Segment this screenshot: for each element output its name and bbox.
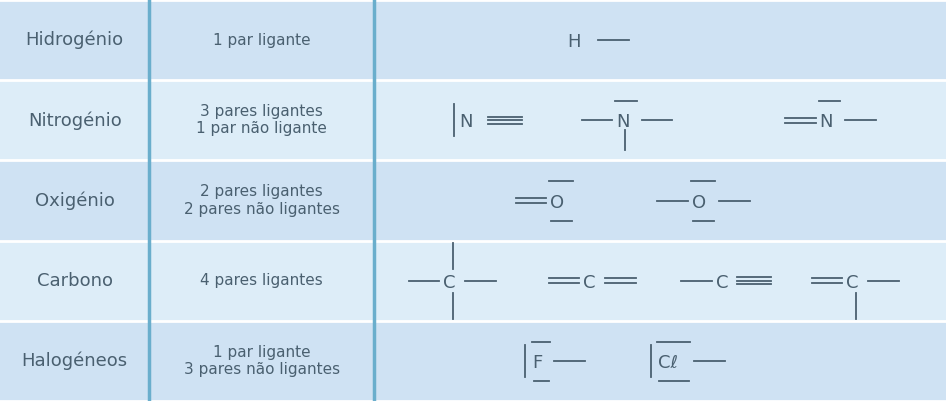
Text: Hidrogénio: Hidrogénio — [26, 31, 124, 49]
Text: 3 pares ligantes
1 par não ligante: 3 pares ligantes 1 par não ligante — [196, 104, 327, 136]
Text: Oxigénio: Oxigénio — [35, 191, 114, 210]
Text: 4 pares ligantes: 4 pares ligantes — [201, 273, 323, 288]
Text: Carbono: Carbono — [37, 272, 113, 290]
Bar — [0, 0, 946, 80]
Text: F: F — [533, 354, 543, 372]
Text: 1 par ligante: 1 par ligante — [213, 32, 310, 48]
Bar — [0, 160, 946, 241]
Text: O: O — [550, 194, 564, 211]
Text: C: C — [583, 274, 596, 292]
Text: Nitrogénio: Nitrogénio — [27, 111, 122, 130]
Text: C: C — [846, 274, 859, 292]
Text: N: N — [819, 113, 833, 131]
Text: H: H — [568, 33, 581, 51]
Text: N: N — [616, 113, 630, 131]
Text: C: C — [715, 274, 728, 292]
Bar — [0, 241, 946, 321]
Text: N: N — [459, 113, 472, 131]
Text: O: O — [692, 194, 706, 211]
Text: Halogéneos: Halogéneos — [22, 352, 128, 370]
Bar — [0, 80, 946, 160]
Text: 1 par ligante
3 pares não ligantes: 1 par ligante 3 pares não ligantes — [184, 345, 340, 377]
Bar — [0, 321, 946, 401]
Text: 2 pares ligantes
2 pares não ligantes: 2 pares ligantes 2 pares não ligantes — [184, 184, 340, 217]
Text: Cℓ: Cℓ — [658, 354, 678, 372]
Text: C: C — [443, 274, 456, 292]
